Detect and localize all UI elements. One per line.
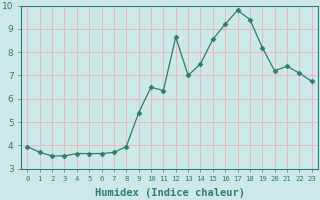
X-axis label: Humidex (Indice chaleur): Humidex (Indice chaleur) [95, 188, 244, 198]
